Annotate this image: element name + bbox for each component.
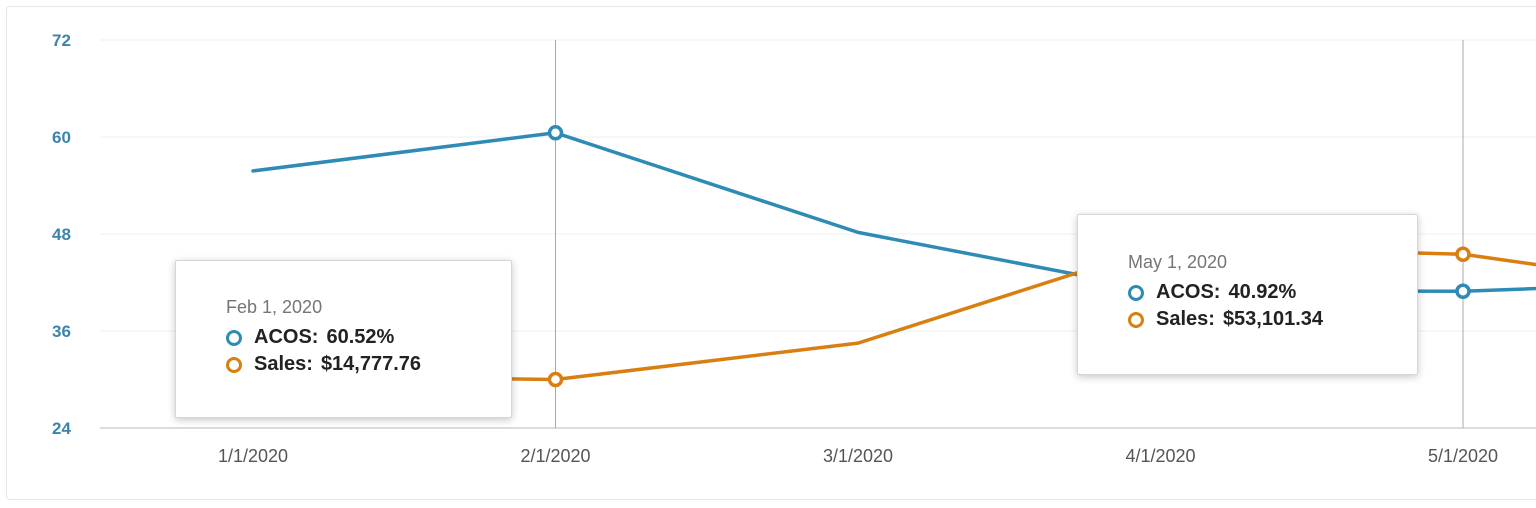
tooltip-may: May 1, 2020 ACOS: 40.92% Sales: $53,101.… (1077, 214, 1418, 375)
tooltip-feb: Feb 1, 2020 ACOS: 60.52% Sales: $14,777.… (175, 260, 512, 418)
gridlines (100, 39, 1536, 429)
x-tick-label: 2/1/2020 (520, 446, 590, 466)
y-tick-label: 60 (52, 128, 71, 147)
hover-lines (555, 40, 1464, 428)
tooltip-acos-value: 60.52% (326, 326, 395, 348)
x-tick-label: 3/1/2020 (823, 446, 893, 466)
data-point-sales (1455, 246, 1471, 262)
acos-legend-icon (1128, 284, 1144, 301)
acos-legend-icon (226, 329, 242, 346)
tooltip-sales-label: Sales: (1156, 308, 1215, 330)
tooltip-acos-value: 40.92% (1228, 281, 1297, 303)
tooltip-acos-row: ACOS: 60.52% (226, 326, 511, 349)
tooltip-acos-label: ACOS: (254, 326, 319, 348)
series-markers (547, 125, 1471, 388)
x-tick-label: 4/1/2020 (1125, 446, 1195, 466)
tooltip-sales-value: $53,101.34 (1222, 308, 1324, 330)
y-tick-label: 36 (52, 322, 71, 341)
y-tick-label: 24 (52, 419, 71, 438)
x-tick-label: 1/1/2020 (218, 446, 288, 466)
data-point-sales (547, 371, 564, 388)
x-tick-label: 5/1/2020 (1428, 446, 1498, 466)
tooltip-sales-value: $14,777.76 (320, 353, 422, 375)
tooltip-sales-label: Sales: (254, 353, 313, 375)
tooltip-date: May 1, 2020 (1128, 252, 1228, 272)
series-line-acos (251, 131, 1536, 293)
tooltip-sales-row: Sales: $53,101.34 (1128, 308, 1417, 331)
tooltip-acos-label: ACOS: (1156, 281, 1221, 303)
y-axis: 72 60 48 36 24 (52, 31, 71, 438)
tooltip-sales-row: Sales: $14,777.76 (226, 353, 511, 376)
y-tick-label: 72 (52, 31, 71, 50)
x-axis: 1/1/2020 2/1/2020 3/1/2020 4/1/2020 5/1/2020 (218, 446, 1498, 466)
sales-legend-icon (226, 356, 242, 373)
sales-legend-icon (1128, 311, 1144, 328)
data-point-acos (547, 125, 564, 141)
data-point-acos (1455, 283, 1471, 299)
y-tick-label: 48 (52, 225, 71, 244)
tooltip-acos-row: ACOS: 40.92% (1128, 281, 1417, 304)
tooltip-date: Feb 1, 2020 (226, 297, 323, 317)
